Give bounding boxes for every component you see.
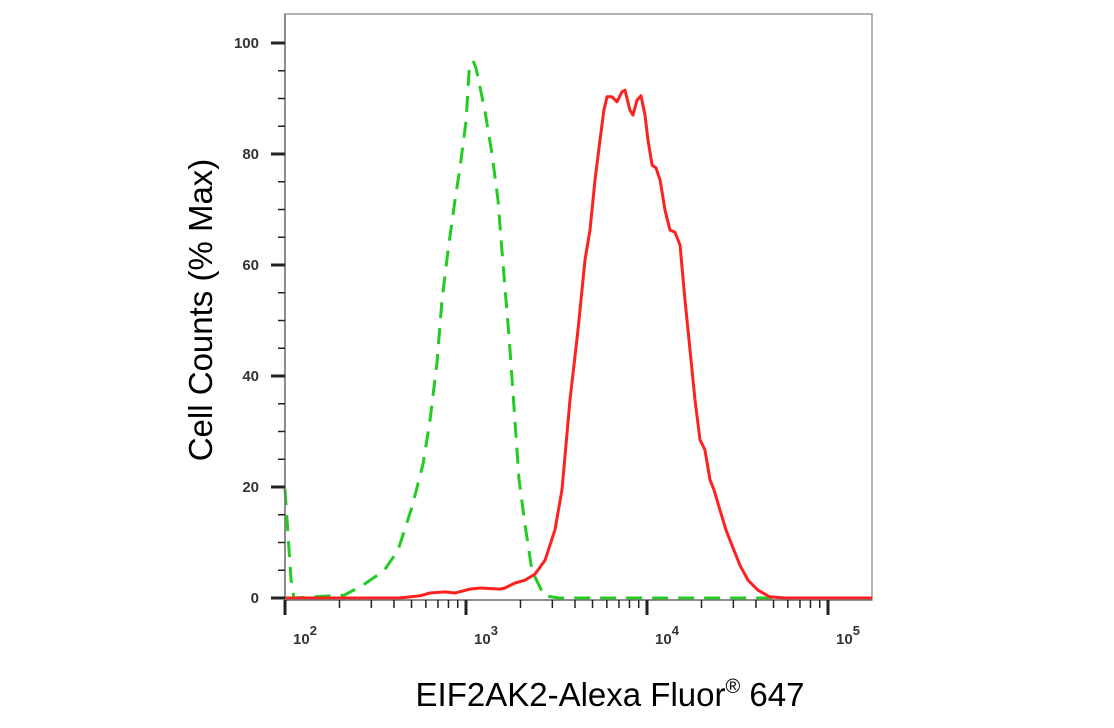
x-tick-label: 105 xyxy=(836,623,860,648)
x-axis-title-main: EIF2AK2-Alexa Fluor xyxy=(416,676,726,713)
y-tick-label: 20 xyxy=(242,479,259,496)
x-tick-exponent: 2 xyxy=(310,623,317,638)
x-tick-base: 10 xyxy=(655,631,672,648)
x-tick-base: 10 xyxy=(474,631,491,648)
plot-frame xyxy=(284,13,873,601)
x-tick-label: 104 xyxy=(655,623,680,648)
registered-mark: ® xyxy=(725,676,740,698)
sample-histogram-line xyxy=(285,88,872,600)
y-tick-label: 80 xyxy=(242,146,259,163)
y-tick-label: 100 xyxy=(234,35,259,52)
x-tick-exponent: 5 xyxy=(853,623,860,638)
y-tick-label: 60 xyxy=(242,257,259,274)
x-tick-exponent: 4 xyxy=(672,623,680,638)
y-tick-label: 40 xyxy=(242,368,259,385)
x-tick-exponent: 3 xyxy=(491,623,498,638)
x-tick-label: 102 xyxy=(293,623,317,648)
x-axis-title: EIF2AK2-Alexa Fluor® 647 xyxy=(416,676,805,713)
x-tick-base: 10 xyxy=(293,631,310,648)
control-histogram-line xyxy=(283,59,872,600)
curves xyxy=(283,59,872,600)
x-axis-title-suffix: 647 xyxy=(740,676,804,713)
y-axis-title: Cell Counts (% Max) xyxy=(182,159,219,462)
y-tick-label: 0 xyxy=(251,590,259,607)
x-tick-label: 103 xyxy=(474,623,498,648)
x-tick-base: 10 xyxy=(836,631,853,648)
